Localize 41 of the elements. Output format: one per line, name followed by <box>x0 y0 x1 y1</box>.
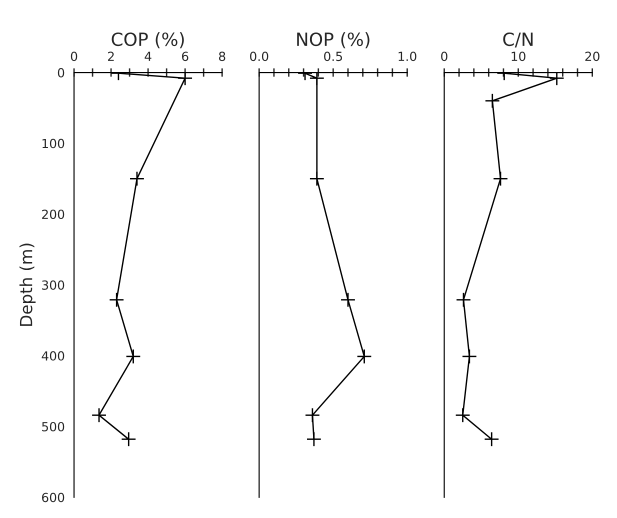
point <box>456 292 472 308</box>
y-tick-label: 600 <box>42 492 64 502</box>
point <box>309 72 325 86</box>
y-tick-label: 0 <box>58 68 64 78</box>
x-axis-title: C/N <box>503 32 533 48</box>
x-tick-label: 1.0 <box>398 52 416 62</box>
point <box>129 171 145 186</box>
point <box>306 432 322 447</box>
y-tick-label: 100 <box>42 138 64 148</box>
x-tick-label: 20 <box>585 52 600 62</box>
point <box>108 292 124 308</box>
point <box>304 408 320 423</box>
x-tick-label: 8 <box>218 52 226 62</box>
point <box>91 408 107 423</box>
point <box>484 93 500 108</box>
x-tick-label: 10 <box>512 52 526 62</box>
x-tick-label: 0 <box>441 52 448 62</box>
point <box>549 72 564 86</box>
y-tick-label: 200 <box>42 210 64 220</box>
point <box>455 408 470 423</box>
x-tick-label: 0.5 <box>324 52 342 62</box>
x-axis-title: NOP (%) <box>297 32 370 48</box>
x-tick-label: 0.0 <box>250 52 268 62</box>
x-tick-label: 0 <box>70 52 78 62</box>
x-tick-label: 4 <box>144 52 152 61</box>
y-tick-label: 500 <box>42 422 64 432</box>
y-tick-label: 300 <box>42 280 64 290</box>
x-tick-label: 2 <box>108 52 114 61</box>
y-tick-label: 400 <box>42 351 64 361</box>
x-axis-title: COP (%) <box>112 32 184 48</box>
point <box>126 348 141 364</box>
point <box>121 432 136 447</box>
point <box>340 292 356 308</box>
y-axis-title: Depth (m) <box>19 244 36 326</box>
point <box>309 171 325 186</box>
point <box>177 72 193 86</box>
point <box>484 432 500 447</box>
x-tick-label: 6 <box>182 52 188 62</box>
point <box>462 348 478 364</box>
point <box>492 171 508 186</box>
point <box>356 348 372 364</box>
